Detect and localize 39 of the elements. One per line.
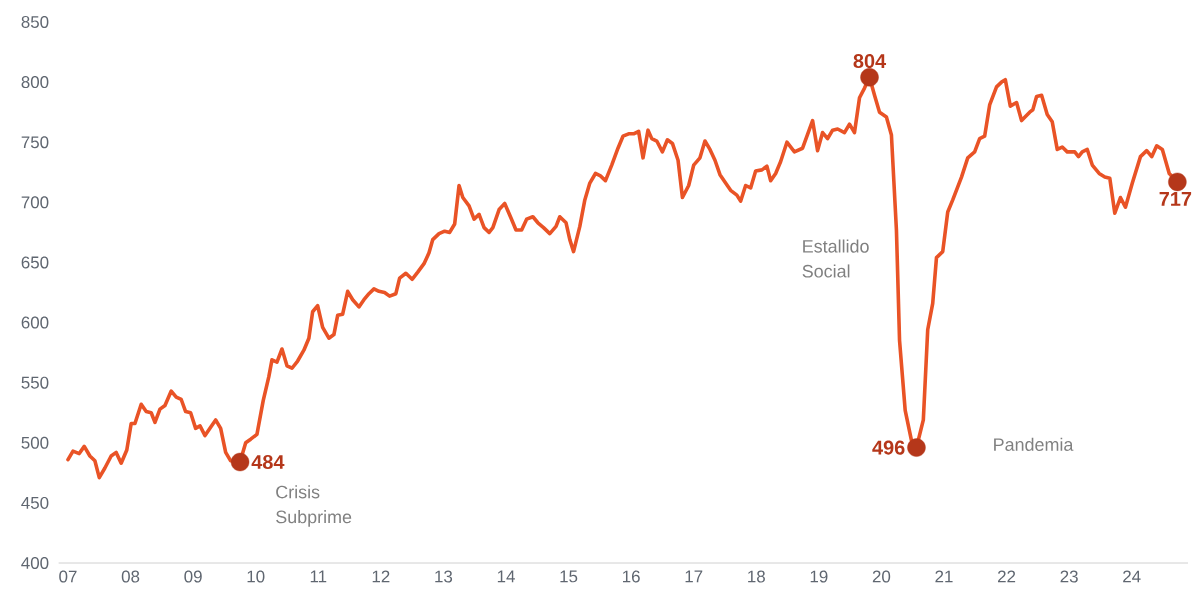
- annotation: Crisis Subprime: [276, 485, 352, 527]
- x-tick-label: 10: [247, 570, 265, 583]
- y-tick-label: 550: [21, 376, 49, 389]
- annotation: Estallido Social: [802, 239, 869, 278]
- annotation: Pandemia: [994, 437, 1074, 451]
- x-tick-label: 17: [685, 570, 703, 583]
- x-tick-label: 11: [310, 570, 327, 583]
- x-tick-label: 15: [560, 570, 578, 583]
- y-tick-label: 700: [21, 196, 49, 209]
- y-tick-label: 600: [21, 316, 49, 329]
- x-tick-label: 18: [748, 570, 765, 583]
- y-tick-label: 800: [21, 76, 49, 89]
- x-tick-label: 21: [935, 570, 953, 583]
- x-tick-label: 20: [872, 570, 891, 583]
- point: [860, 68, 879, 87]
- x-tick-label: 19: [810, 570, 828, 583]
- x-tick-label: 07: [59, 570, 77, 583]
- y-tick-label: 500: [21, 436, 49, 449]
- x-tick-label: 09: [184, 570, 202, 583]
- x-tick-label: 24: [1123, 570, 1141, 583]
- x-tick-label: 22: [997, 570, 1016, 583]
- data-label: 496: [872, 440, 905, 455]
- y-tick-label: 750: [21, 136, 49, 149]
- data-label: 717: [1159, 192, 1192, 206]
- x-tick-label: 14: [497, 570, 515, 583]
- y-tick-label: 400: [21, 557, 49, 569]
- data-label: 484: [251, 454, 285, 470]
- point: [230, 452, 250, 472]
- data-label: 804: [853, 54, 887, 69]
- x-tick-label: 16: [623, 570, 640, 583]
- y-tick-label: 450: [21, 496, 49, 509]
- y-tick-label: 850: [21, 16, 49, 28]
- x-tick-label: 13: [435, 570, 453, 583]
- point: [907, 438, 926, 457]
- point: [1168, 172, 1187, 192]
- y-tick-label: 650: [21, 256, 49, 269]
- x-tick-label: 12: [372, 570, 390, 583]
- x-tick-label: 23: [1060, 570, 1078, 583]
- x-tick-label: 08: [121, 570, 140, 583]
